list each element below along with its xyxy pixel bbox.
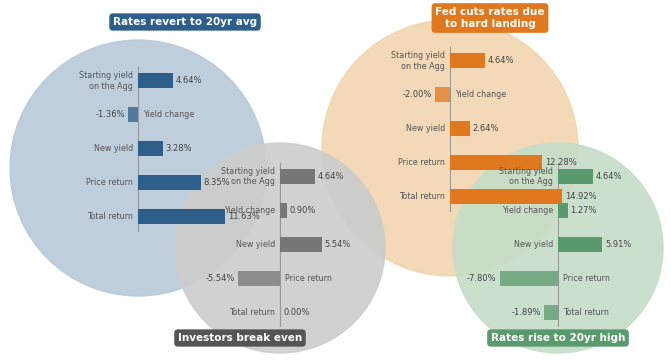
Text: 14.92%: 14.92% xyxy=(565,193,597,202)
Bar xyxy=(558,203,568,218)
Text: Yield change: Yield change xyxy=(143,111,194,120)
Text: Total return: Total return xyxy=(563,308,609,317)
Text: Price return: Price return xyxy=(285,274,332,283)
Text: 3.28%: 3.28% xyxy=(166,144,192,153)
Text: 0.90%: 0.90% xyxy=(290,206,316,215)
Text: 11.63%: 11.63% xyxy=(228,212,260,221)
Bar xyxy=(138,210,225,224)
Bar xyxy=(280,203,287,218)
Bar xyxy=(435,87,450,103)
Text: New yield: New yield xyxy=(514,240,553,249)
Text: Yield change: Yield change xyxy=(455,90,506,99)
Circle shape xyxy=(175,143,385,353)
Bar xyxy=(499,271,558,286)
Text: Total return: Total return xyxy=(87,212,133,221)
Text: Yield change: Yield change xyxy=(223,206,275,215)
Text: -5.54%: -5.54% xyxy=(206,274,236,283)
Text: 12.28%: 12.28% xyxy=(545,158,577,167)
Bar xyxy=(544,305,558,320)
Text: Yield change: Yield change xyxy=(502,206,553,215)
Text: Price return: Price return xyxy=(563,274,610,283)
Text: 5.54%: 5.54% xyxy=(325,240,351,249)
Text: 1.27%: 1.27% xyxy=(570,206,597,215)
Text: Rates revert to 20yr avg: Rates revert to 20yr avg xyxy=(113,17,257,27)
Text: Price return: Price return xyxy=(86,179,133,188)
Bar xyxy=(558,169,592,184)
Bar xyxy=(127,108,138,122)
Bar xyxy=(138,73,173,89)
Text: 5.91%: 5.91% xyxy=(605,240,631,249)
Text: Rates rise to 20yr high: Rates rise to 20yr high xyxy=(491,333,625,343)
Bar xyxy=(280,237,321,252)
Text: 4.64%: 4.64% xyxy=(488,57,514,66)
Text: 4.64%: 4.64% xyxy=(318,172,344,181)
Bar xyxy=(238,271,280,286)
Text: Investors break even: Investors break even xyxy=(178,333,302,343)
Text: Price return: Price return xyxy=(398,158,445,167)
Text: -7.80%: -7.80% xyxy=(467,274,497,283)
Text: Starting yield
on the Agg: Starting yield on the Agg xyxy=(221,167,275,186)
Text: New yield: New yield xyxy=(94,144,133,153)
Circle shape xyxy=(322,20,578,276)
Circle shape xyxy=(453,143,663,353)
Text: New yield: New yield xyxy=(406,125,445,134)
Bar xyxy=(558,237,603,252)
Bar xyxy=(138,141,162,157)
Text: New yield: New yield xyxy=(236,240,275,249)
Bar xyxy=(138,175,201,190)
Text: 2.64%: 2.64% xyxy=(473,125,499,134)
Circle shape xyxy=(10,40,266,296)
Text: 4.64%: 4.64% xyxy=(596,172,622,181)
Bar xyxy=(450,54,485,68)
Text: 4.64%: 4.64% xyxy=(176,76,202,85)
Text: -2.00%: -2.00% xyxy=(403,90,432,99)
Bar xyxy=(450,121,470,136)
Bar xyxy=(450,156,542,170)
Text: -1.36%: -1.36% xyxy=(95,111,125,120)
Text: Starting yield
on the Agg: Starting yield on the Agg xyxy=(79,71,133,91)
Text: Total return: Total return xyxy=(399,193,445,202)
Text: Total return: Total return xyxy=(229,308,275,317)
Text: Fed cuts rates due
to hard landing: Fed cuts rates due to hard landing xyxy=(435,7,545,29)
Bar xyxy=(450,189,562,204)
Text: Starting yield
on the Agg: Starting yield on the Agg xyxy=(391,51,445,71)
Text: -1.89%: -1.89% xyxy=(511,308,541,317)
Text: Starting yield
on the Agg: Starting yield on the Agg xyxy=(499,167,553,186)
Text: 0.00%: 0.00% xyxy=(283,308,309,317)
Bar xyxy=(280,169,315,184)
Text: 8.35%: 8.35% xyxy=(203,179,230,188)
